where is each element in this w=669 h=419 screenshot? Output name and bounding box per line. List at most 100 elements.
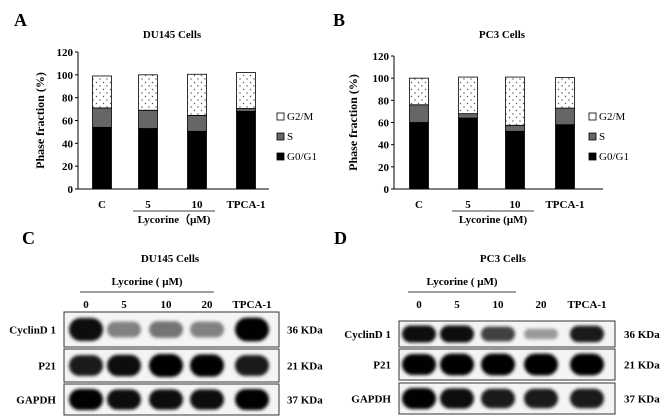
band bbox=[570, 388, 604, 409]
blot-title: PC3 Cells bbox=[480, 253, 527, 265]
y-tick-label: 60 bbox=[378, 118, 390, 130]
bar-segment-g0g1 bbox=[138, 128, 158, 190]
lane-label: 10 bbox=[161, 299, 173, 311]
bar-segment-s bbox=[409, 104, 429, 123]
x-tick-label: TPCA-1 bbox=[226, 199, 265, 211]
band bbox=[190, 389, 224, 410]
band bbox=[190, 354, 224, 377]
bar-segment-s bbox=[187, 114, 207, 132]
panel-label-c: C bbox=[22, 228, 35, 248]
band bbox=[570, 353, 604, 376]
bar-segment-g2m bbox=[409, 77, 429, 106]
y-tick-label: 60 bbox=[62, 116, 74, 128]
bar-segment-g2m bbox=[187, 73, 207, 116]
bar-segment-g2m bbox=[236, 72, 256, 109]
band bbox=[107, 321, 141, 338]
bar-segment-s bbox=[236, 108, 256, 112]
legend-swatch bbox=[276, 132, 285, 141]
lane-label: 20 bbox=[202, 299, 214, 311]
lane-label: TPCA-1 bbox=[567, 299, 606, 311]
group-label: Lycorine ( μM) bbox=[112, 276, 183, 288]
band bbox=[481, 326, 515, 342]
band bbox=[440, 353, 474, 376]
bar-segment-g2m bbox=[555, 77, 575, 109]
band bbox=[235, 355, 269, 376]
x-tick-label: TPCA-1 bbox=[545, 199, 584, 211]
band bbox=[69, 355, 103, 376]
lane-label: TPCA-1 bbox=[232, 299, 271, 311]
x-tick-label: 5 bbox=[145, 199, 151, 211]
band bbox=[440, 388, 474, 409]
y-tick-label: 40 bbox=[62, 138, 74, 150]
panel-label-b: B bbox=[333, 10, 345, 30]
chart-pc3-cell-cycle: PC3 Cells Phase fraction (%) 0 20 40 60 80 100 1… bbox=[346, 29, 629, 226]
lane-label: 5 bbox=[121, 299, 127, 311]
band bbox=[524, 388, 558, 409]
legend-label: S bbox=[287, 131, 293, 143]
band bbox=[149, 353, 183, 378]
y-tick-label: 100 bbox=[373, 73, 390, 85]
y-tick-label: 20 bbox=[378, 162, 390, 174]
bar-segment-s bbox=[138, 109, 158, 129]
y-tick-label: 120 bbox=[57, 47, 74, 59]
bar-segment-g2m bbox=[92, 75, 112, 109]
chart-title: DU145 Cells bbox=[143, 29, 202, 41]
protein-label: GAPDH bbox=[16, 395, 56, 407]
band bbox=[402, 325, 436, 343]
band bbox=[481, 353, 515, 376]
western-blot-du145: DU145 Cells Lycorine ( μM) 0 5 10 20 TPCA-1 Cyc… bbox=[9, 253, 323, 416]
y-tick-label: 120 bbox=[373, 51, 390, 63]
y-tick-label: 0 bbox=[68, 184, 74, 196]
lane-label: 5 bbox=[454, 299, 460, 311]
group-label: Lycorine ( μM) bbox=[427, 276, 498, 288]
band bbox=[235, 317, 269, 342]
group-label: Lycorine（μM) bbox=[138, 213, 211, 226]
y-tick-label: 80 bbox=[378, 95, 390, 107]
y-tick-label: 40 bbox=[378, 140, 390, 152]
blot-title: DU145 Cells bbox=[141, 253, 200, 265]
panel-label-d: D bbox=[334, 228, 347, 248]
bar-segment-s bbox=[505, 124, 525, 132]
size-label: 21 KDa bbox=[624, 360, 660, 372]
band bbox=[69, 388, 103, 411]
bar-segment-g2m bbox=[138, 74, 158, 111]
x-tick-label: C bbox=[98, 199, 106, 211]
size-label: 36 KDa bbox=[287, 325, 323, 337]
protein-label: P21 bbox=[373, 360, 391, 372]
protein-label: P21 bbox=[38, 361, 56, 373]
group-label: Lycorine (μM) bbox=[459, 214, 528, 226]
band bbox=[524, 328, 558, 340]
chart-du145-cell-cycle: DU145 Cells Phase fraction (%) 0 20 40 60 80 10… bbox=[33, 29, 317, 226]
y-tick-label: 100 bbox=[57, 70, 74, 82]
x-tick-label: C bbox=[415, 199, 423, 211]
band bbox=[69, 318, 103, 341]
lane-label: 20 bbox=[536, 299, 548, 311]
band bbox=[107, 354, 141, 377]
bar-segment-s bbox=[92, 107, 112, 128]
legend-swatch bbox=[276, 152, 285, 161]
band bbox=[402, 387, 436, 410]
bar-segment-g0g1 bbox=[187, 130, 207, 190]
band bbox=[440, 325, 474, 343]
bar-segment-g0g1 bbox=[92, 126, 112, 190]
x-tick-label: 10 bbox=[510, 199, 522, 211]
legend-label: G0/G1 bbox=[599, 151, 629, 163]
bar-segment-g0g1 bbox=[458, 117, 478, 190]
western-blot-pc3: PC3 Cells Lycorine ( μM) 0 5 10 20 TPCA-1 Cycli… bbox=[344, 253, 660, 415]
protein-label: GAPDH bbox=[351, 394, 391, 406]
y-tick-label: 0 bbox=[384, 184, 390, 196]
legend-swatch bbox=[276, 112, 285, 121]
bar-segment-s bbox=[458, 113, 478, 119]
legend-swatch bbox=[588, 112, 597, 121]
x-tick-label: 10 bbox=[192, 199, 204, 211]
band bbox=[107, 389, 141, 410]
band bbox=[524, 353, 558, 376]
size-label: 21 KDa bbox=[287, 361, 323, 373]
protein-label: CyclinD 1 bbox=[344, 329, 391, 341]
panel-label-a: A bbox=[14, 10, 27, 30]
band bbox=[570, 325, 604, 343]
bar-segment-g0g1 bbox=[236, 110, 256, 190]
legend-swatch bbox=[588, 152, 597, 161]
band bbox=[149, 389, 183, 410]
